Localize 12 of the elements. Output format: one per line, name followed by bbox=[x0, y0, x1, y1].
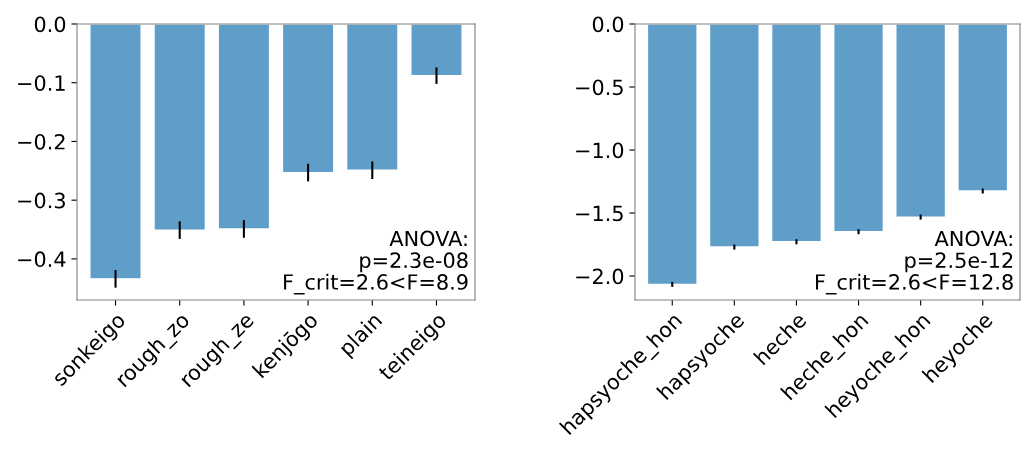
y-tick-label: 0.0 bbox=[34, 16, 66, 33]
annotation: ANOVA: p=2.5e-12 F_crit=2.6<F=12.8 bbox=[816, 230, 1013, 295]
y-tick-label: −0.1 bbox=[18, 75, 65, 91]
y-tick-label: −0.3 bbox=[18, 192, 65, 209]
y-tick-label: 0.0 bbox=[592, 16, 624, 33]
y-tick-label: −0.5 bbox=[576, 79, 623, 96]
y-tick-label: −0.4 bbox=[18, 251, 66, 268]
y-tick-label: −1.5 bbox=[576, 205, 623, 222]
y-tick-label: −0.2 bbox=[18, 133, 65, 150]
y-tick-label: −1.0 bbox=[576, 142, 624, 159]
annotation: ANOVA: p=2.3e-08 F_crit=2.6<F=8.9 bbox=[284, 230, 468, 295]
y-tick-label: −2.0 bbox=[576, 268, 624, 285]
